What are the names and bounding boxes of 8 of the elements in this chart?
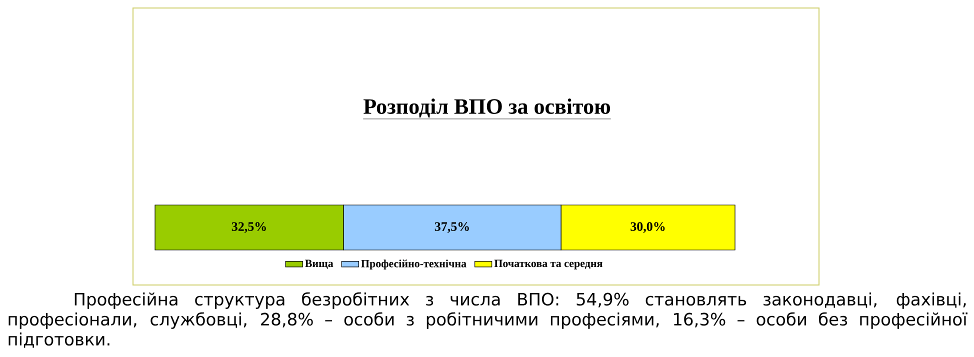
legend-label: Початкова та середня bbox=[494, 260, 602, 270]
chart-title: Розподіл ВПО за освітою bbox=[364, 98, 610, 118]
data-label: 30,0% bbox=[630, 222, 665, 233]
data-label: 37,5% bbox=[434, 222, 469, 233]
data-label: 32,5% bbox=[232, 222, 266, 233]
legend-label: Професійно-технічна bbox=[361, 260, 466, 270]
text: Професійна структура безробітних з числа ВПО: 54,9% становлять законодавці, фахівці, професіонали, службовці, 28,8% – особи з робітничими професіями, 16,3% – особи без професійної підготовки. bbox=[8, 292, 968, 348]
legend-label: Вища bbox=[305, 260, 334, 269]
